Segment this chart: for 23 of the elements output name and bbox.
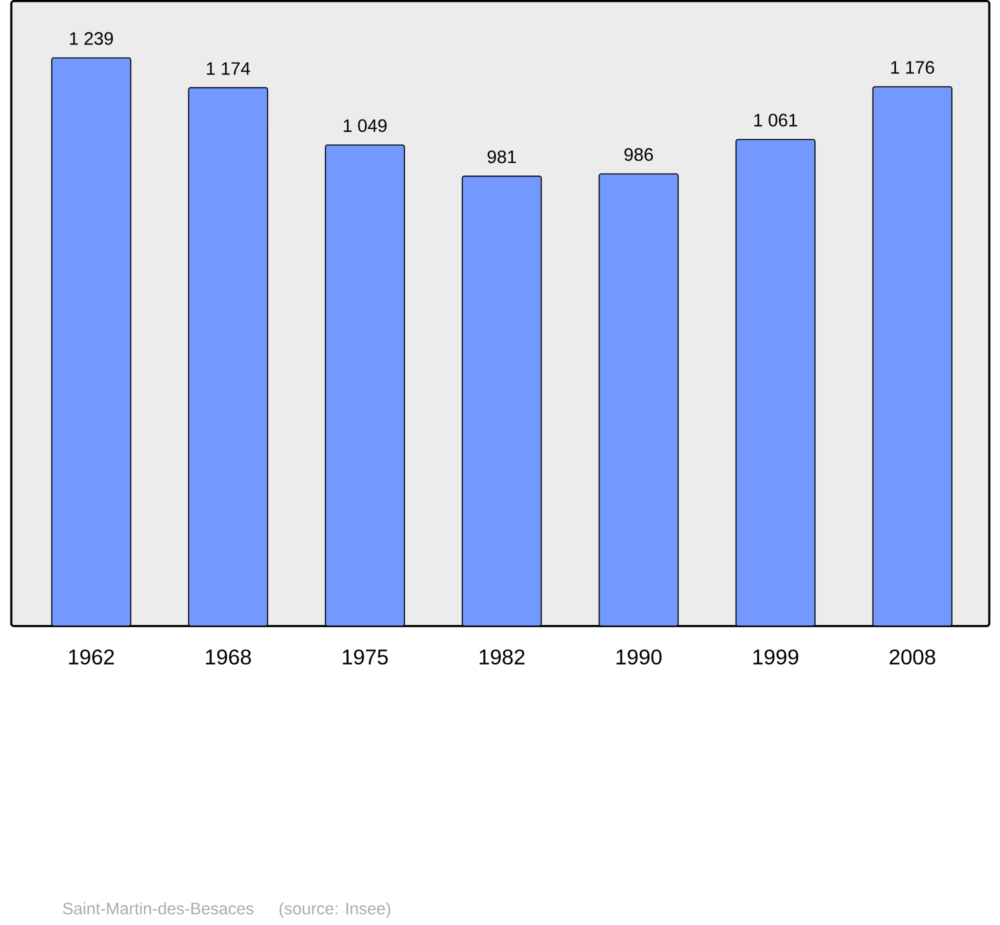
data-label: 981 bbox=[488, 150, 516, 164]
data-label: 1 061 bbox=[754, 114, 798, 126]
data-label: 1 176 bbox=[891, 60, 934, 74]
x-tick-label: 1968 bbox=[206, 649, 251, 664]
text: (source: Insee) bbox=[280, 902, 390, 918]
bar bbox=[462, 176, 542, 626]
bar bbox=[188, 87, 268, 626]
x-tick-label: 2008 bbox=[890, 649, 936, 664]
bar bbox=[598, 173, 679, 626]
bar bbox=[324, 144, 405, 626]
x-tick-label: 1982 bbox=[480, 649, 524, 664]
data-label: 986 bbox=[624, 148, 653, 161]
bar bbox=[872, 86, 952, 626]
x-tick-label: 1999 bbox=[753, 649, 798, 664]
x-tick-label: 1990 bbox=[616, 649, 662, 664]
x-tick-label: 1975 bbox=[342, 649, 388, 664]
data-label: 1 174 bbox=[206, 62, 250, 75]
x-tick-label: 1962 bbox=[69, 649, 114, 664]
bar bbox=[51, 57, 132, 626]
bar bbox=[735, 138, 816, 626]
data-label: 1 239 bbox=[70, 32, 113, 45]
data-label: 1 049 bbox=[344, 119, 387, 132]
text: Saint-Martin-des-Besaces bbox=[63, 902, 254, 914]
